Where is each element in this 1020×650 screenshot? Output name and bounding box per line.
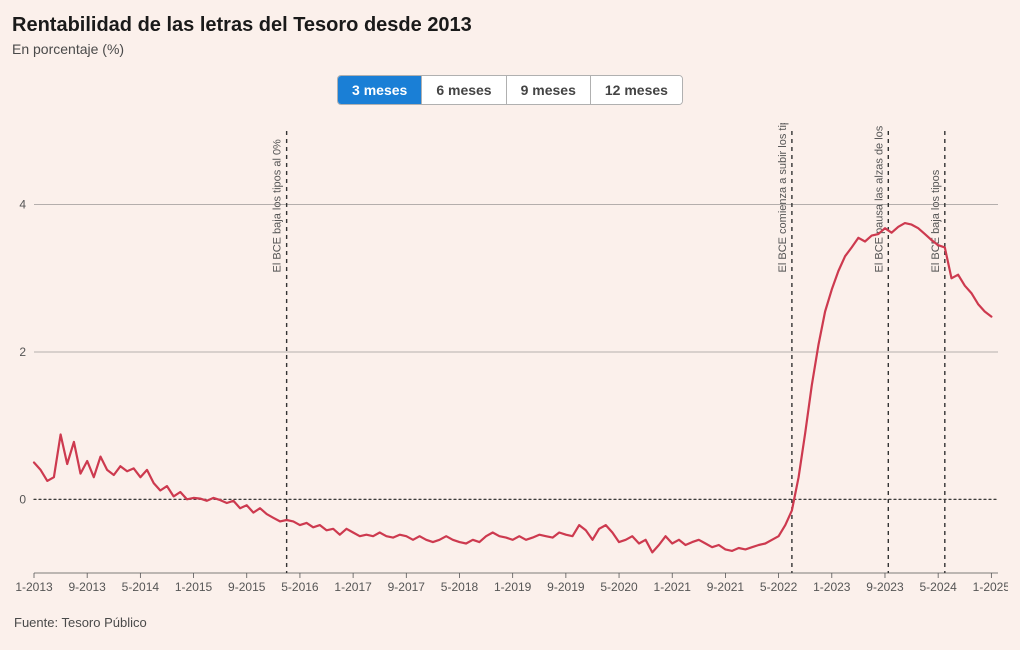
svg-text:El BCE comienza a subir los ti: El BCE comienza a subir los tipos: [777, 123, 789, 272]
svg-text:5-2018: 5-2018: [441, 580, 479, 594]
svg-text:El BCE pausa las alzas de los: El BCE pausa las alzas de los tipos: [873, 123, 885, 272]
svg-text:5-2016: 5-2016: [281, 580, 319, 594]
svg-text:El BCE baja los tipos: El BCE baja los tipos: [930, 169, 942, 272]
svg-text:9-2013: 9-2013: [68, 580, 106, 594]
svg-text:1-2025: 1-2025: [973, 580, 1008, 594]
chart-title: Rentabilidad de las letras del Tesoro de…: [12, 14, 1008, 37]
tabs-container: 3 meses6 meses9 meses12 meses: [12, 75, 1008, 105]
svg-text:0: 0: [19, 492, 26, 506]
svg-text:1-2013: 1-2013: [15, 580, 53, 594]
source-text: Fuente: Tesoro Público: [12, 615, 1008, 630]
svg-text:1-2017: 1-2017: [334, 580, 372, 594]
tab-3[interactable]: 12 meses: [591, 76, 682, 104]
svg-text:El BCE baja los tipos al 0%: El BCE baja los tipos al 0%: [272, 139, 284, 273]
svg-text:4: 4: [19, 198, 26, 212]
svg-text:1-2023: 1-2023: [813, 580, 851, 594]
svg-text:9-2015: 9-2015: [228, 580, 266, 594]
svg-text:1-2021: 1-2021: [654, 580, 692, 594]
svg-text:9-2021: 9-2021: [707, 580, 745, 594]
svg-text:9-2017: 9-2017: [388, 580, 426, 594]
tab-0[interactable]: 3 meses: [338, 76, 422, 104]
line-chart: 1-2013 9-2013 5-2014 1-2015 9-2015 5-2016 1-20…: [12, 123, 1008, 601]
svg-text:1-2019: 1-2019: [494, 580, 532, 594]
tab-1[interactable]: 6 meses: [422, 76, 506, 104]
svg-text:9-2023: 9-2023: [866, 580, 904, 594]
svg-text:2: 2: [19, 345, 26, 359]
chart-area: 1-2013 9-2013 5-2014 1-2015 9-2015 5-2016 1-20…: [12, 123, 1008, 601]
svg-text:5-2022: 5-2022: [760, 580, 798, 594]
svg-text:5-2014: 5-2014: [122, 580, 160, 594]
svg-text:1-2015: 1-2015: [175, 580, 213, 594]
svg-text:5-2024: 5-2024: [919, 580, 957, 594]
svg-text:5-2020: 5-2020: [600, 580, 638, 594]
chart-subtitle: En porcentaje (%): [12, 41, 1008, 57]
tab-2[interactable]: 9 meses: [507, 76, 591, 104]
svg-text:9-2019: 9-2019: [547, 580, 585, 594]
